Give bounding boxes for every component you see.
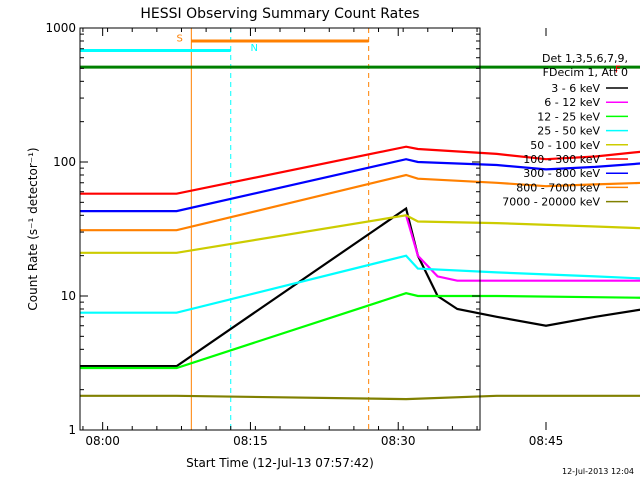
plot-frame [79, 27, 481, 431]
y-tick-label-0: 1 [68, 423, 76, 437]
legend-label-8: 7000 - 20000 keV [502, 196, 600, 209]
y-tick-label-3: 1000 [45, 21, 76, 35]
x-axis-label: Start Time (12-Jul-13 07:57:42) [186, 456, 374, 470]
x-tick-label-3: 08:45 [529, 434, 564, 448]
status-bars: SNFRD0RD6 [80, 33, 640, 75]
series-line-1 [405, 214, 640, 282]
legend: Det 1,3,5,6,7,9,FDecim 1, Att 0 3 - 6 keV… [502, 52, 628, 209]
legend-header-0: Det 1,3,5,6,7,9, [542, 52, 628, 65]
y-tick-label-2: 100 [53, 155, 76, 169]
chart-title: HESSI Observing Summary Count Rates [140, 6, 419, 22]
status-label-0: S [177, 33, 183, 44]
series-line-6 [80, 158, 640, 213]
series-line-4 [80, 214, 640, 254]
legend-label-7: 800 - 7000 keV [516, 181, 600, 194]
legend-label-1: 6 - 12 keV [544, 96, 600, 109]
legend-label-0: 3 - 6 keV [551, 82, 600, 95]
legend-label-4: 50 - 100 keV [530, 139, 600, 152]
series-line-7 [80, 173, 640, 232]
legend-label-2: 12 - 25 keV [537, 110, 600, 123]
y-tick-label-1: 10 [61, 289, 76, 303]
y-axis: 1 10 100 1000 [45, 21, 480, 437]
series-line-0 [80, 206, 640, 368]
series-line-5 [80, 145, 640, 195]
legend-header-1: FDecim 1, Att 0 [543, 66, 628, 79]
x-tick-label-0: 08:00 [85, 434, 120, 448]
legend-label-3: 25 - 50 keV [537, 125, 600, 138]
status-label-2: F [615, 64, 621, 75]
x-tick-label-1: 08:15 [233, 434, 268, 448]
series-line-8 [80, 394, 640, 401]
timestamp: 12-Jul-2013 12:04 [561, 467, 634, 476]
series-line-2 [80, 292, 640, 370]
y-axis-label: Count Rate (s⁻¹ detector⁻¹) [26, 147, 40, 310]
series-group [80, 145, 640, 401]
series-line-3 [80, 254, 640, 314]
legend-label-5: 100 - 300 keV [523, 153, 600, 166]
x-tick-label-2: 08:30 [381, 434, 416, 448]
legend-label-6: 300 - 800 keV [523, 167, 600, 180]
status-label-1: N [250, 43, 257, 54]
